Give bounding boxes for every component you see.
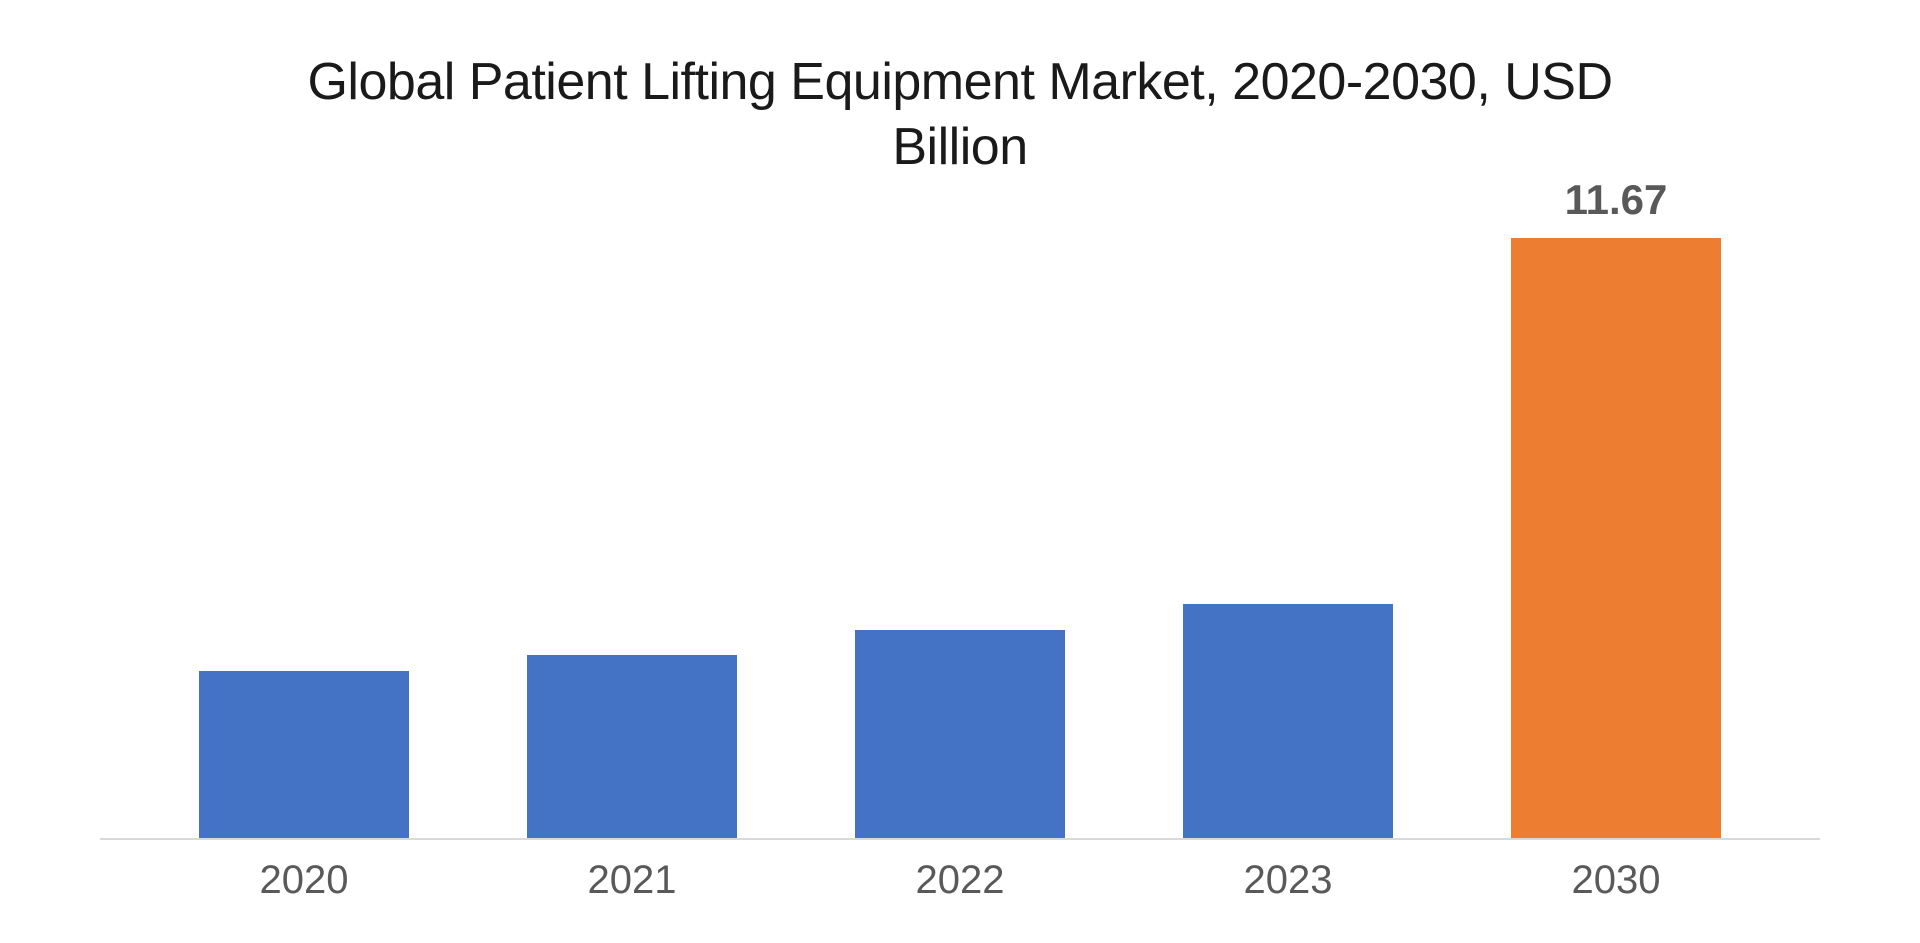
bar: [1511, 238, 1721, 838]
bar: [1183, 604, 1393, 838]
chart-title: Global Patient Lifting Equipment Market,…: [100, 50, 1820, 180]
bar-value-label: 11.67: [1565, 176, 1668, 224]
bar-chart: Global Patient Lifting Equipment Market,…: [0, 0, 1920, 943]
plot-area: 11.67: [100, 210, 1820, 840]
x-axis-tick: 2023: [1124, 858, 1452, 903]
x-axis-tick: 2021: [468, 858, 796, 903]
bar-group: [468, 210, 796, 838]
x-axis-tick: 2020: [140, 858, 468, 903]
bar: [527, 655, 737, 838]
bar: [855, 630, 1065, 838]
x-axis-tick: 2022: [796, 858, 1124, 903]
bar-group: [1124, 210, 1452, 838]
x-axis: 20202021202220232030: [100, 840, 1820, 903]
bar-group: [140, 210, 468, 838]
bar-group: 11.67: [1452, 210, 1780, 838]
bar-group: [796, 210, 1124, 838]
bar: [199, 671, 409, 838]
x-axis-tick: 2030: [1452, 858, 1780, 903]
